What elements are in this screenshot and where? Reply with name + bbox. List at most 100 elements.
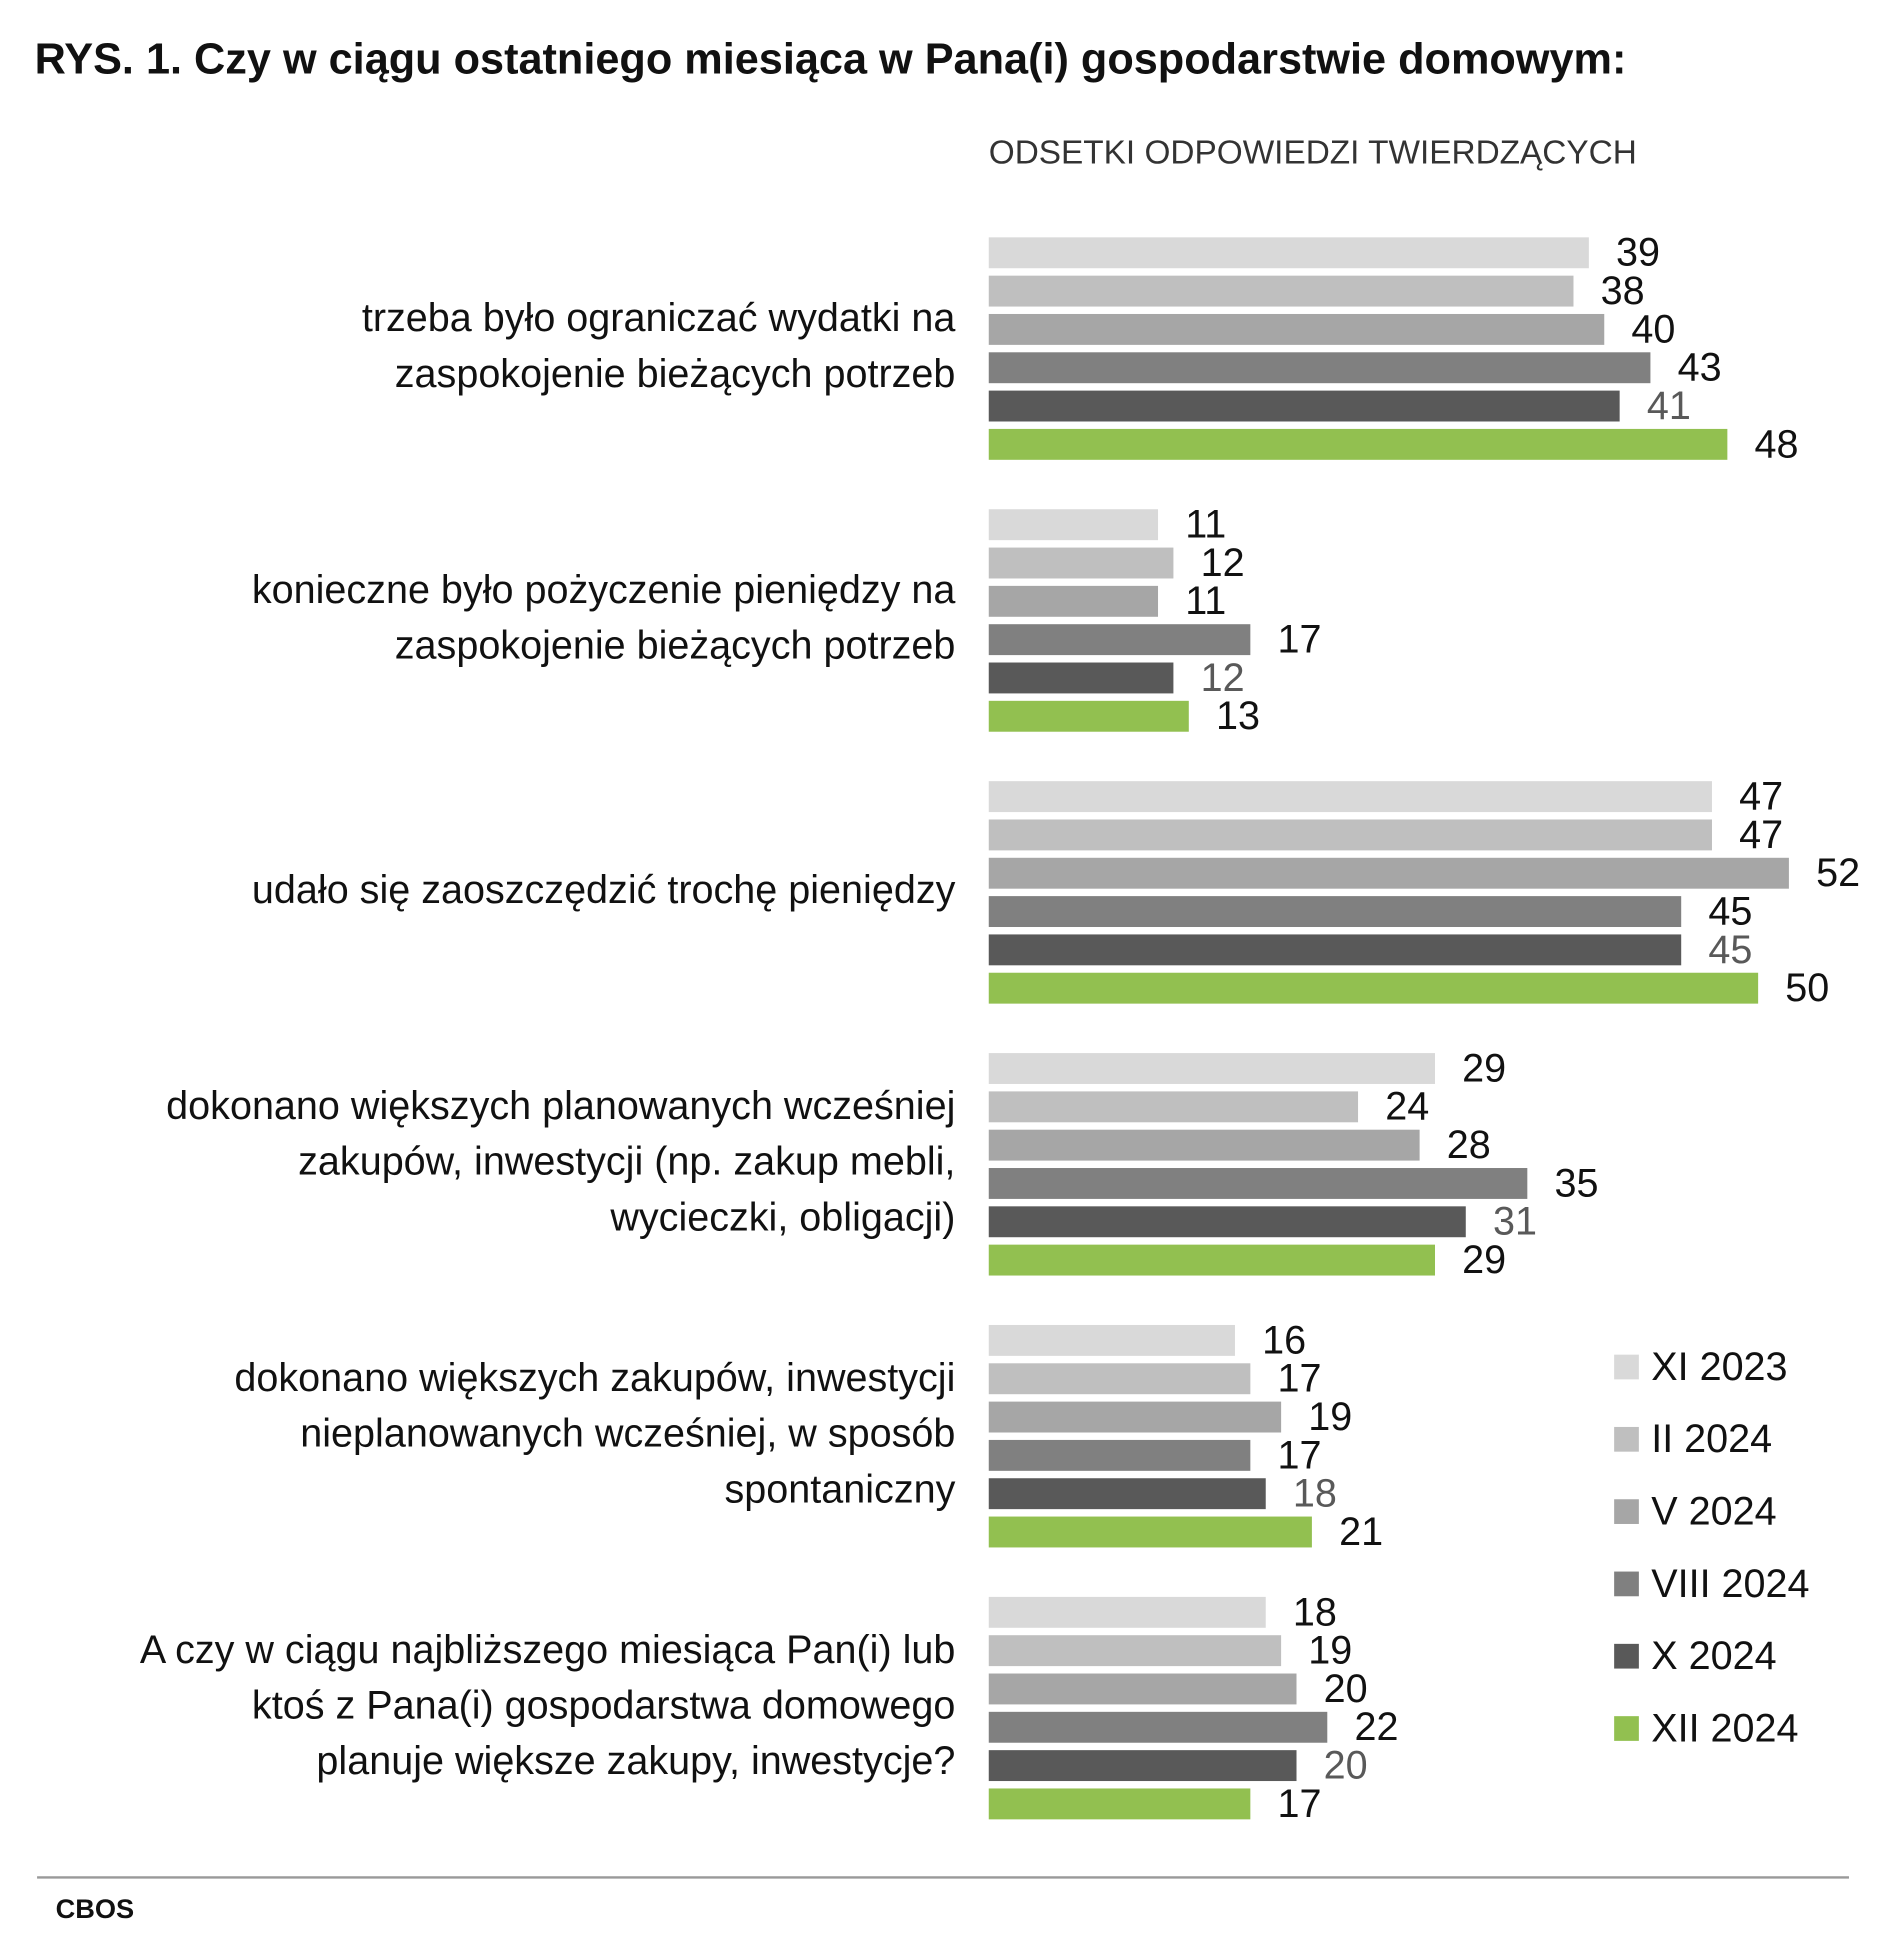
value-label: 40 <box>1631 307 1675 351</box>
value-label: 47 <box>1739 813 1783 857</box>
bar <box>988 857 1789 889</box>
legend-label: XII 2024 <box>1651 1706 1798 1750</box>
value-label: 38 <box>1601 269 1645 313</box>
bar <box>988 428 1728 460</box>
value-label: 11 <box>1185 503 1226 547</box>
bar <box>988 1324 1235 1356</box>
value-label: 19 <box>1308 1395 1352 1439</box>
value-label: 22 <box>1354 1705 1398 1749</box>
value-label: 43 <box>1678 346 1722 390</box>
chart-subtitle: ODSETKI ODPOWIEDZI TWIERDZĄCYCH <box>989 134 1637 171</box>
category-label: konieczne było pożyczenie pieniędzy na <box>252 568 956 612</box>
category-label: A czy w ciągu najbliższego miesiąca Pan(… <box>140 1628 955 1672</box>
category-label: zakupów, inwestycji (np. zakup mebli, <box>298 1140 955 1184</box>
value-label: 45 <box>1708 889 1752 933</box>
legend-swatch <box>1614 1571 1639 1597</box>
bar <box>988 352 1651 384</box>
bar <box>988 1596 1266 1628</box>
value-label: 19 <box>1308 1629 1352 1673</box>
bar <box>988 700 1189 732</box>
value-label: 35 <box>1555 1161 1599 1205</box>
bar <box>988 390 1620 422</box>
bar <box>988 313 1605 345</box>
value-label: 18 <box>1293 1472 1337 1516</box>
value-label: 50 <box>1785 966 1829 1010</box>
bar <box>988 1673 1297 1705</box>
bar <box>988 896 1682 928</box>
value-label: 12 <box>1201 541 1245 585</box>
category-label: dokonano większych zakupów, inwestycji <box>234 1356 955 1400</box>
bar <box>988 509 1159 541</box>
value-label: 17 <box>1278 618 1322 662</box>
bar <box>988 1168 1528 1199</box>
value-label: 39 <box>1616 231 1660 275</box>
value-label: 21 <box>1339 1510 1383 1554</box>
value-label: 31 <box>1493 1200 1537 1244</box>
bar <box>988 662 1174 694</box>
legend-label: X 2024 <box>1651 1634 1776 1678</box>
category-label: dokonano większych planowanych wcześniej <box>166 1084 955 1128</box>
bar <box>988 934 1682 966</box>
value-label: 17 <box>1278 1433 1322 1477</box>
bar <box>988 275 1574 307</box>
bar <box>988 1206 1466 1238</box>
legend-swatch <box>1614 1716 1639 1741</box>
bar <box>988 1091 1359 1123</box>
bar <box>988 1516 1312 1548</box>
bar <box>988 1401 1282 1433</box>
value-label: 47 <box>1739 775 1783 819</box>
legend-swatch <box>1614 1354 1639 1380</box>
legend-label: XI 2023 <box>1651 1345 1787 1389</box>
bar <box>988 547 1174 579</box>
category-label: nieplanowanych wcześniej, w sposób <box>300 1412 955 1456</box>
value-label: 20 <box>1324 1744 1368 1788</box>
value-label: 17 <box>1278 1357 1322 1401</box>
value-label: 52 <box>1816 851 1860 895</box>
bar <box>988 624 1251 656</box>
value-label: 48 <box>1755 422 1799 466</box>
bar <box>988 819 1712 851</box>
bar <box>988 1711 1328 1743</box>
bar <box>988 1439 1251 1471</box>
category-label: zaspokojenie bieżących potrzeb <box>395 352 956 396</box>
value-label: 20 <box>1324 1667 1368 1711</box>
category-label: planuje większe zakupy, inwestycje? <box>316 1739 955 1783</box>
value-label: 41 <box>1647 384 1691 428</box>
category-label: wycieczki, obligacji) <box>609 1195 955 1239</box>
value-label: 29 <box>1462 1046 1506 1090</box>
bar <box>988 972 1759 1004</box>
value-label: 13 <box>1216 694 1260 738</box>
legend-label: V 2024 <box>1651 1490 1776 1534</box>
bar <box>988 1244 1435 1276</box>
value-label: 17 <box>1278 1782 1322 1826</box>
bar <box>988 1129 1420 1161</box>
category-label: trzeba było ograniczać wydatki na <box>362 296 956 340</box>
category-label: zaspokojenie bieżących potrzeb <box>395 624 956 668</box>
bar <box>988 585 1159 617</box>
legend-swatch <box>1614 1499 1639 1524</box>
value-label: 45 <box>1708 928 1752 972</box>
bar <box>988 237 1589 269</box>
value-label: 28 <box>1447 1123 1491 1167</box>
legend-swatch <box>1614 1426 1639 1452</box>
category-label: spontaniczny <box>725 1467 956 1511</box>
value-label: 11 <box>1185 579 1226 623</box>
chart-title: RYS. 1. Czy w ciągu ostatniego miesiąca … <box>35 35 1627 83</box>
category-label: udało się zaoszczędzić trochę pieniędzy <box>252 868 956 912</box>
bar <box>988 1750 1297 1782</box>
source: CBOS <box>56 1893 135 1924</box>
bar <box>988 1053 1435 1084</box>
value-label: 16 <box>1262 1318 1306 1362</box>
bar <box>988 1363 1251 1395</box>
legend-label: II 2024 <box>1651 1417 1772 1461</box>
legend-label: VIII 2024 <box>1651 1562 1809 1606</box>
value-label: 24 <box>1385 1085 1429 1129</box>
bar <box>988 1788 1251 1820</box>
value-label: 29 <box>1462 1238 1506 1282</box>
value-label: 18 <box>1293 1590 1337 1634</box>
bar <box>988 1478 1266 1510</box>
bar <box>988 1635 1282 1667</box>
legend-swatch <box>1614 1643 1639 1669</box>
value-label: 12 <box>1201 656 1245 700</box>
